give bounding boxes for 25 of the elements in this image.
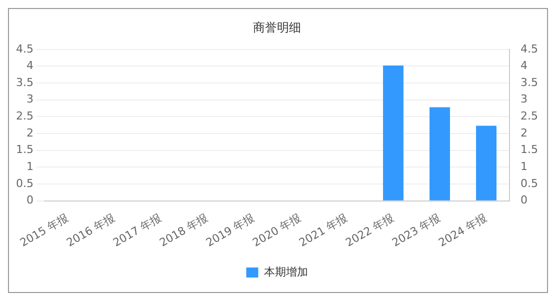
y-tick-label: 1	[26, 160, 34, 174]
y2-tick-label: 0	[520, 194, 528, 207]
y-tick-label: 1.5	[16, 143, 34, 156]
y2-tick-label: 4	[520, 59, 528, 72]
bar	[383, 66, 404, 200]
y2-tick-label: 3.5	[520, 76, 538, 89]
y2-tick-label: 1.5	[520, 143, 538, 156]
y2-tick-label: 2	[520, 126, 528, 140]
y-tick-label: 0.5	[16, 176, 34, 190]
bar	[430, 107, 450, 200]
y-tick-label: 3	[26, 92, 34, 106]
y-tick-label: 3.5	[16, 76, 34, 89]
y-tick-label: 0	[26, 194, 34, 207]
chart-title: 商誉明细	[253, 20, 301, 34]
y-tick-label: 2.5	[16, 110, 34, 123]
legend-label: 本期增加	[264, 265, 308, 278]
y2-tick-label: 0.5	[520, 176, 538, 190]
bar	[476, 126, 496, 200]
y2-tick-label: 3	[520, 92, 528, 106]
y2-tick-label: 1	[520, 160, 528, 174]
y-tick-label: 4.5	[16, 42, 34, 56]
y-tick-label: 4	[26, 59, 34, 72]
y2-tick-label: 4.5	[520, 42, 538, 56]
y2-tick-label: 2.5	[520, 110, 538, 123]
y-tick-label: 2	[26, 126, 34, 140]
